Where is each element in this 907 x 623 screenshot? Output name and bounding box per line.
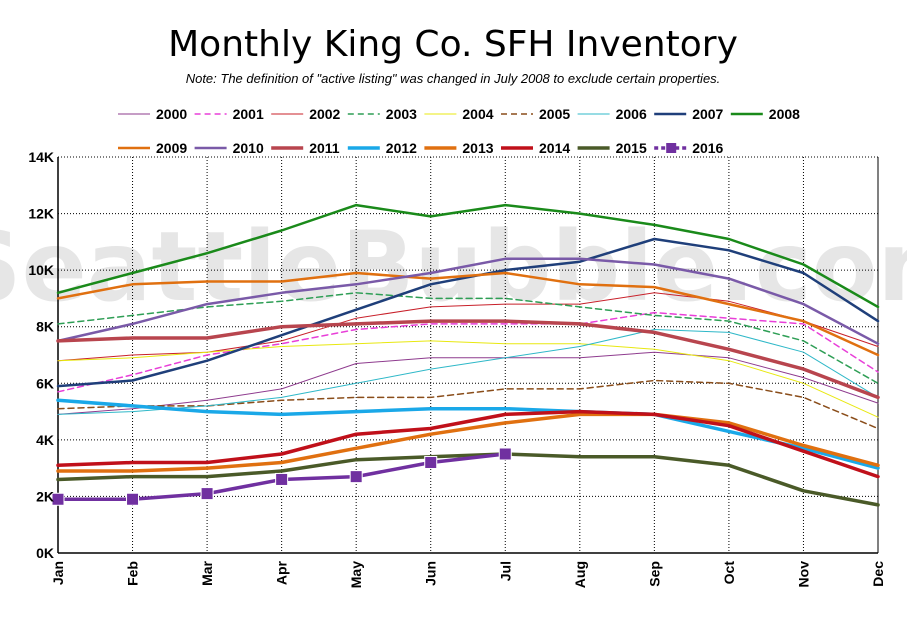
legend-item-2013: 2013 (424, 140, 494, 156)
x-tick-label: Dec (870, 561, 886, 587)
legend-label: 2015 (616, 140, 647, 156)
legend-item-2006: 2006 (577, 106, 647, 122)
series-line-2015 (56, 452, 880, 507)
legend-label: 2002 (309, 106, 340, 122)
legend-item-2005: 2005 (501, 106, 570, 122)
x-tick-label: Sep (646, 561, 662, 587)
series-point-2016 (424, 455, 438, 469)
series-line-2006 (57, 329, 879, 415)
x-tick-label: May (348, 561, 364, 588)
series-point-2016 (275, 472, 289, 486)
x-tick-label: Aug (572, 561, 588, 588)
legend-label: 2014 (539, 140, 570, 156)
legend-item-2001: 2001 (194, 106, 264, 122)
series-point-2016 (200, 487, 214, 501)
y-tick-label: 6K (36, 375, 54, 391)
legend-label: 2012 (386, 140, 417, 156)
legend-label: 2010 (233, 140, 264, 156)
x-tick-label: Oct (721, 561, 737, 585)
x-tick-label: Jan (50, 561, 66, 585)
legend-label: 2009 (156, 140, 187, 156)
y-tick-label: 14K (28, 149, 54, 165)
chart-subtitle: Note: The definition of "active listing"… (186, 71, 721, 86)
legend-item-2010: 2010 (194, 140, 264, 156)
series-line-2013 (56, 412, 880, 473)
y-tick-label: 12K (28, 206, 54, 222)
series-line-2007 (56, 237, 880, 388)
series-line-2009 (56, 271, 880, 357)
legend-item-2009: 2009 (118, 140, 187, 156)
chart-title: Monthly King Co. SFH Inventory (168, 24, 738, 65)
series-point-2016 (498, 447, 512, 461)
series-point-2016 (51, 492, 65, 506)
series-line-2014 (56, 409, 880, 479)
legend-item-2016: 2016 (654, 140, 724, 156)
legend-label: 2000 (156, 106, 187, 122)
series-point-2016 (349, 470, 363, 484)
legend-item-2000: 2000 (118, 106, 187, 122)
y-tick-label: 8K (36, 319, 54, 335)
legend-label: 2005 (539, 106, 570, 122)
legend-label: 2003 (386, 106, 417, 122)
legend-label: 2001 (233, 106, 264, 122)
legend-label: 2008 (769, 106, 800, 122)
legend-item-2003: 2003 (347, 106, 417, 122)
y-tick-label: 2K (36, 488, 54, 504)
legend-item-2007: 2007 (654, 106, 724, 122)
legend: 2000 2001 2002 2003 2004 2005 2006 2007 2008 2009… (118, 106, 800, 156)
x-tick-label: Mar (199, 560, 215, 585)
y-tick-label: 0K (36, 545, 54, 561)
series-line-2004 (57, 340, 879, 418)
series-line-2001 (57, 311, 879, 393)
series-line-2008 (56, 203, 880, 309)
legend-label: 2013 (462, 140, 493, 156)
y-tick-label: 10K (28, 262, 54, 278)
legend-label: 2011 (309, 140, 340, 156)
tick-labels: 0K 2K 4K 6K 8K 10K 12K 14K Jan Feb Mar Apr May Jun Jul… (28, 149, 886, 588)
legend-label: 2006 (616, 106, 647, 122)
legend-item-2012: 2012 (347, 140, 417, 156)
series-line-2010 (56, 257, 880, 345)
legend-label: 2004 (462, 106, 493, 122)
legend-item-2014: 2014 (501, 140, 570, 156)
x-tick-label: Jul (497, 561, 513, 581)
x-tick-label: Feb (125, 561, 141, 586)
series-line-2003 (57, 292, 879, 385)
x-tick-label: Apr (274, 560, 290, 585)
series-line-2005 (57, 379, 879, 430)
series-line-2012 (56, 398, 880, 470)
legend-label: 2016 (692, 140, 723, 156)
x-tick-label: Jun (423, 561, 439, 586)
legend-item-2008: 2008 (730, 106, 800, 122)
legend-item-2004: 2004 (424, 106, 494, 122)
legend-item-2011: 2011 (271, 140, 340, 156)
legend-item-2015: 2015 (577, 140, 647, 156)
series-point-2016 (126, 492, 140, 506)
series-layer (51, 203, 880, 507)
series-line-2011 (56, 319, 880, 400)
x-tick-label: Nov (795, 561, 811, 588)
series-line-2000 (57, 351, 879, 415)
legend-marker (666, 143, 677, 153)
legend-label: 2007 (692, 106, 723, 122)
y-tick-label: 4K (36, 432, 54, 448)
legend-item-2002: 2002 (271, 106, 341, 122)
